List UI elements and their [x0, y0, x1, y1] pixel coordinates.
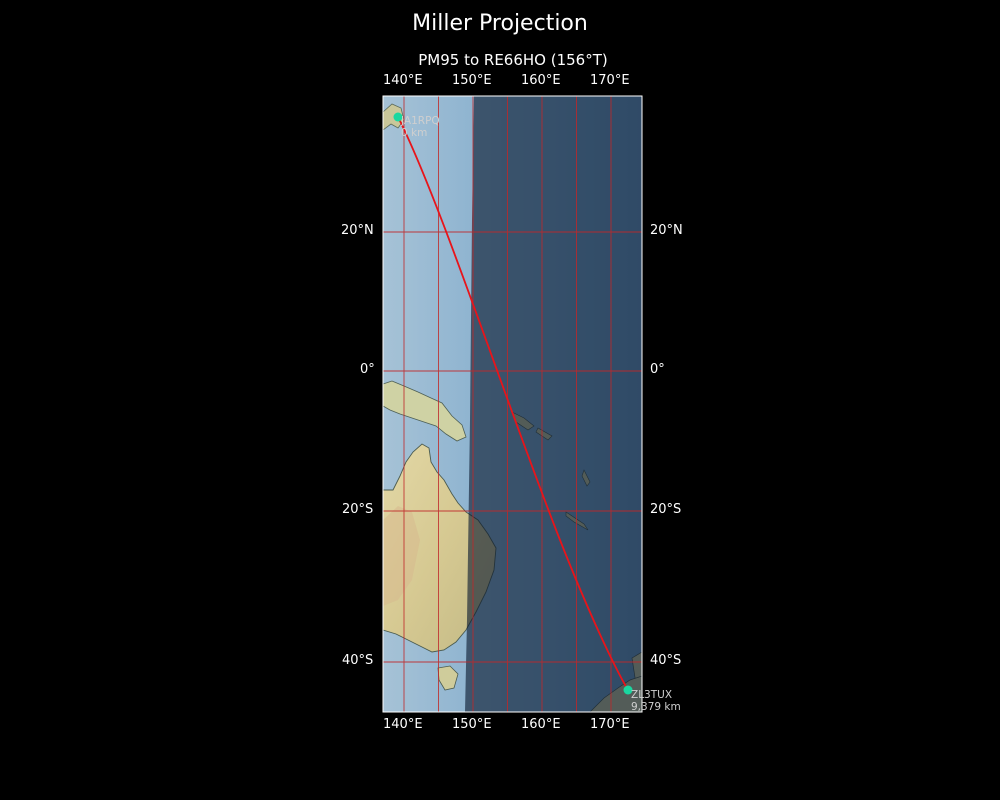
lon-tick-label: 140°E	[383, 73, 423, 88]
lon-tick-label: 150°E	[452, 73, 492, 88]
australia-interior	[383, 506, 420, 606]
start-marker	[393, 112, 403, 122]
lat-tick-label: 0°	[650, 362, 665, 377]
lat-tick-label: 20°N	[650, 223, 683, 238]
graticule	[383, 96, 642, 712]
night-shade	[465, 96, 642, 712]
basemap	[383, 96, 642, 712]
tasmania-landmass	[437, 665, 459, 691]
lon-tick-label: 170°E	[590, 73, 630, 88]
lon-tick-label: 150°E	[452, 717, 492, 732]
map-frame	[382, 95, 643, 713]
start-station-label: JA1RPQ	[400, 115, 440, 127]
end-marker	[623, 685, 633, 695]
lat-tick-label: 20°N	[341, 223, 374, 238]
lat-tick-label: 0°	[360, 362, 375, 377]
lat-tick-label: 40°S	[650, 653, 682, 668]
lat-tick-label: 20°S	[650, 502, 682, 517]
lat-tick-label: 40°S	[342, 653, 374, 668]
lon-tick-label: 160°E	[521, 73, 561, 88]
lat-tick-label: 20°S	[342, 502, 374, 517]
lon-tick-label: 140°E	[383, 717, 423, 732]
end-station-label: ZL3TUX	[631, 689, 672, 701]
lon-tick-label: 160°E	[521, 717, 561, 732]
great-circle-path	[397, 116, 629, 691]
figure-title: Miller Projection	[412, 11, 588, 36]
lon-tick-label: 170°E	[590, 717, 630, 732]
start-distance-label: 0 km	[401, 127, 427, 139]
end-distance-label: 9,379 km	[631, 701, 681, 713]
map-subtitle: PM95 to RE66HO (156°T)	[418, 51, 608, 69]
